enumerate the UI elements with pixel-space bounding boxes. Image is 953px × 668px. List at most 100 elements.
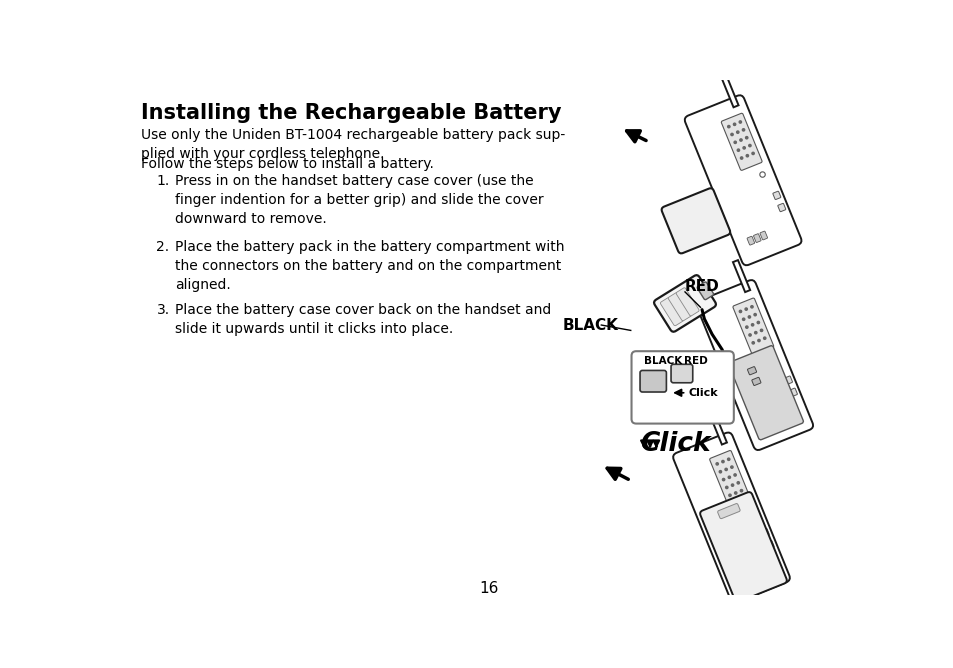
Circle shape <box>745 136 747 139</box>
FancyBboxPatch shape <box>709 450 750 508</box>
Circle shape <box>730 466 732 468</box>
FancyBboxPatch shape <box>667 293 691 321</box>
Circle shape <box>748 334 750 336</box>
Text: 1.: 1. <box>156 174 170 188</box>
Circle shape <box>747 316 750 318</box>
Circle shape <box>745 154 748 157</box>
Text: 3.: 3. <box>156 303 170 317</box>
FancyBboxPatch shape <box>753 234 760 242</box>
FancyBboxPatch shape <box>728 345 802 440</box>
Circle shape <box>745 326 747 328</box>
Circle shape <box>740 490 741 492</box>
Circle shape <box>740 157 742 159</box>
FancyBboxPatch shape <box>747 568 755 577</box>
Text: Click: Click <box>639 430 710 456</box>
FancyBboxPatch shape <box>746 236 754 245</box>
FancyBboxPatch shape <box>670 364 692 383</box>
Circle shape <box>733 123 735 126</box>
Circle shape <box>734 492 736 494</box>
FancyBboxPatch shape <box>732 298 773 355</box>
Circle shape <box>730 134 733 136</box>
Circle shape <box>727 126 729 128</box>
FancyBboxPatch shape <box>783 376 792 384</box>
Circle shape <box>724 468 726 470</box>
FancyBboxPatch shape <box>717 504 740 518</box>
FancyBboxPatch shape <box>697 282 713 300</box>
Circle shape <box>716 463 718 465</box>
Circle shape <box>742 147 744 149</box>
Text: RED: RED <box>684 279 719 294</box>
FancyBboxPatch shape <box>659 297 682 326</box>
FancyBboxPatch shape <box>751 377 760 385</box>
FancyBboxPatch shape <box>760 231 767 240</box>
Bar <box>720 75 738 108</box>
FancyBboxPatch shape <box>764 419 772 428</box>
Circle shape <box>741 129 744 131</box>
Circle shape <box>728 494 730 496</box>
Circle shape <box>739 121 740 123</box>
Circle shape <box>741 318 744 321</box>
Circle shape <box>757 339 760 341</box>
Text: Place the battery pack in the battery compartment with
the connectors on the bat: Place the battery pack in the battery co… <box>174 240 564 292</box>
Circle shape <box>751 341 754 344</box>
FancyBboxPatch shape <box>758 421 765 430</box>
Circle shape <box>751 324 753 326</box>
Text: 2.: 2. <box>156 240 170 255</box>
Circle shape <box>754 331 756 334</box>
FancyBboxPatch shape <box>639 371 666 392</box>
Circle shape <box>721 460 723 463</box>
Text: RED: RED <box>683 355 707 365</box>
Circle shape <box>733 141 736 144</box>
Circle shape <box>725 486 727 488</box>
Circle shape <box>731 484 733 486</box>
FancyBboxPatch shape <box>765 540 773 549</box>
FancyBboxPatch shape <box>654 275 715 332</box>
Text: Follow the steps below to install a battery.: Follow the steps below to install a batt… <box>141 157 434 171</box>
Text: BLACK: BLACK <box>643 355 681 365</box>
Bar <box>732 260 749 292</box>
FancyBboxPatch shape <box>684 96 801 265</box>
Circle shape <box>748 144 750 147</box>
Circle shape <box>771 357 776 362</box>
Circle shape <box>721 478 724 481</box>
Circle shape <box>753 313 756 316</box>
Circle shape <box>727 476 730 478</box>
FancyBboxPatch shape <box>772 191 780 200</box>
Circle shape <box>727 458 729 460</box>
FancyBboxPatch shape <box>735 574 742 582</box>
Text: Place the battery case cover back on the handset and
slide it upwards until it c: Place the battery case cover back on the… <box>174 303 551 337</box>
FancyBboxPatch shape <box>771 416 779 425</box>
FancyBboxPatch shape <box>720 114 761 170</box>
Circle shape <box>762 337 765 339</box>
Text: Click: Click <box>687 388 717 398</box>
FancyBboxPatch shape <box>696 280 812 450</box>
FancyBboxPatch shape <box>661 188 729 253</box>
Circle shape <box>760 329 761 331</box>
Circle shape <box>739 310 740 313</box>
Circle shape <box>733 474 736 476</box>
Circle shape <box>737 482 739 484</box>
Text: Press in on the handset battery case cover (use the
finger indention for a bette: Press in on the handset battery case cov… <box>174 174 543 226</box>
FancyBboxPatch shape <box>747 367 756 375</box>
Text: 16: 16 <box>478 580 498 596</box>
Bar <box>709 413 726 445</box>
FancyBboxPatch shape <box>673 432 789 603</box>
FancyBboxPatch shape <box>631 351 733 424</box>
FancyBboxPatch shape <box>789 388 797 397</box>
Circle shape <box>739 139 741 141</box>
Text: Installing the Rechargeable Battery: Installing the Rechargeable Battery <box>141 104 561 124</box>
Circle shape <box>737 149 739 152</box>
Circle shape <box>751 152 754 154</box>
Circle shape <box>750 306 752 308</box>
FancyBboxPatch shape <box>777 203 785 212</box>
Circle shape <box>747 509 753 514</box>
FancyBboxPatch shape <box>676 288 699 316</box>
Circle shape <box>757 321 759 324</box>
Circle shape <box>719 470 720 473</box>
Circle shape <box>736 131 739 134</box>
FancyBboxPatch shape <box>700 492 786 602</box>
Text: Use only the Uniden BT-1004 rechargeable battery pack sup-
plied with your cordl: Use only the Uniden BT-1004 rechargeable… <box>141 128 564 161</box>
Text: BLACK: BLACK <box>562 317 618 333</box>
Circle shape <box>759 172 764 177</box>
Circle shape <box>744 308 746 310</box>
